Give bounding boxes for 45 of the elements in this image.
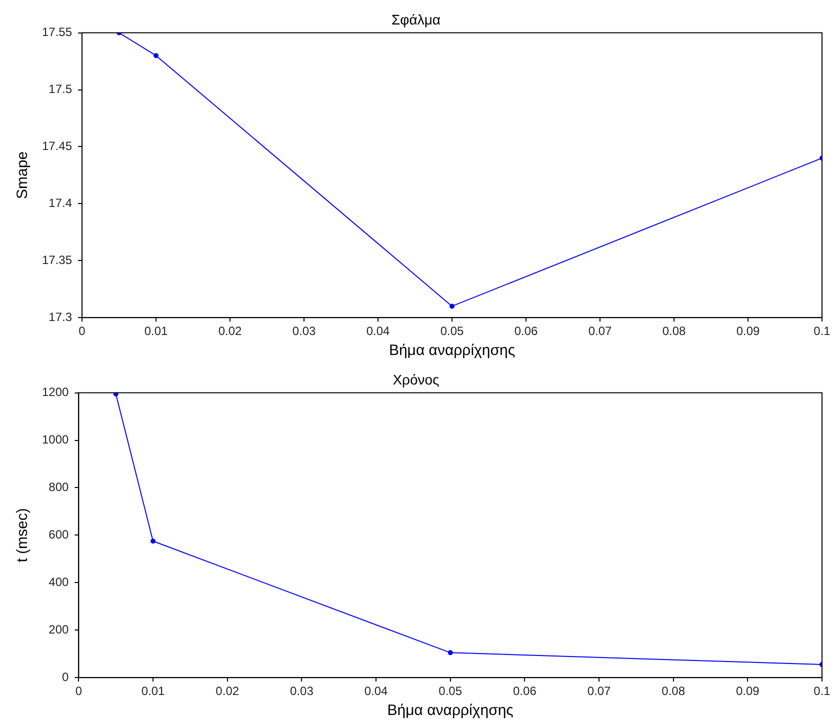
x-tick-label: 0.06 — [514, 324, 538, 338]
y-tick-label: 200 — [48, 622, 70, 636]
x-tick-label: 0.05 — [440, 324, 464, 338]
x-tick-label: 0.03 — [292, 324, 316, 338]
point — [154, 53, 159, 58]
x-tick-label: 0.1 — [814, 324, 831, 338]
y-tick-label: 17.55 — [42, 25, 72, 40]
x-tick-label: 0.07 — [588, 324, 612, 338]
x-tick-label: 0.05 — [438, 684, 462, 698]
y-tick-label: 600 — [48, 528, 70, 542]
x-tick-label: 0 — [78, 324, 86, 338]
y-tick-label: 0 — [62, 670, 70, 684]
point — [448, 650, 453, 656]
y-tick-label: 400 — [48, 574, 70, 589]
y-tick-label: 1200 — [42, 385, 70, 400]
y-tick-label: 17.5 — [48, 82, 72, 96]
chart-title: Χρόνος — [392, 371, 440, 388]
y-tick-label: 17.3 — [48, 310, 72, 324]
x-tick-label: 0.09 — [736, 684, 760, 698]
y-axis-title: Smape — [14, 151, 32, 199]
x-axis-title: Βήμα αναρρίχησης — [388, 342, 516, 360]
chart-title: Σφάλμα — [392, 11, 440, 28]
x-tick-label: 0.08 — [662, 684, 686, 698]
y-tick-label: 17.45 — [42, 139, 72, 154]
y-tick-label: 17.35 — [42, 252, 72, 267]
x-tick-label: 0.04 — [364, 684, 388, 698]
y-tick-label: 1000 — [42, 432, 70, 447]
x-tick-label: 0.08 — [662, 324, 686, 338]
y-tick-label: 800 — [48, 480, 70, 494]
x-tick-label: 0.02 — [216, 684, 240, 698]
y-tick-label: 17.4 — [48, 196, 72, 210]
x-tick-label: 0 — [75, 684, 82, 698]
x-tick-label: 0.01 — [141, 684, 166, 698]
x-tick-label: 0.03 — [290, 684, 314, 698]
point — [150, 538, 156, 544]
x-tick-label: 0.1 — [814, 684, 831, 698]
x-tick-label: 0.07 — [587, 684, 612, 698]
point — [450, 304, 455, 309]
x-axis-title: Βήμα αναρρίχησης — [387, 702, 514, 720]
x-tick-label: 0.01 — [144, 324, 168, 338]
x-tick-label: 0.04 — [366, 324, 390, 338]
x-tick-label: 0.09 — [736, 324, 760, 338]
x-tick-label: 0.02 — [218, 324, 242, 338]
x-tick-label: 0.06 — [513, 684, 537, 698]
y-axis-title: t (msec) — [14, 508, 32, 562]
